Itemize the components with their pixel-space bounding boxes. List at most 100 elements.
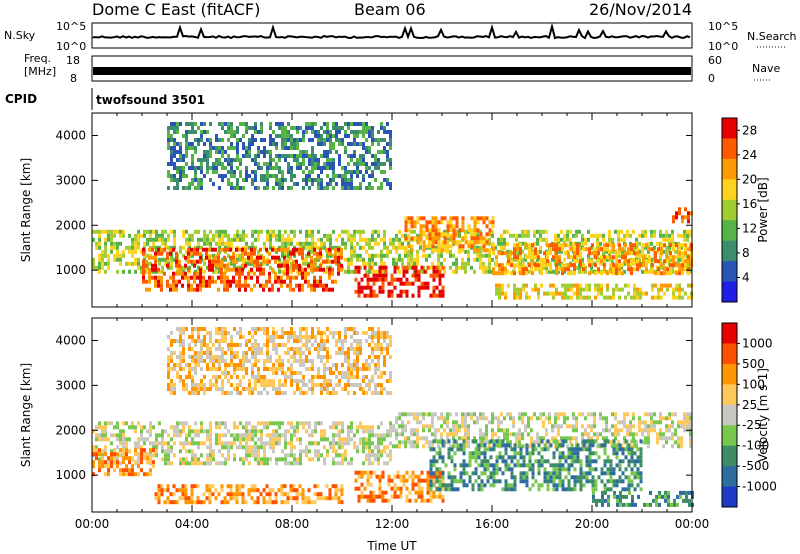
heatmap-cell — [145, 263, 148, 268]
heatmap-cell — [675, 255, 678, 260]
heatmap-cell — [311, 233, 314, 238]
heatmap-cell — [495, 467, 499, 472]
heatmap-cell — [146, 456, 149, 461]
heatmap-cell — [305, 154, 308, 158]
heatmap-cell — [158, 257, 161, 262]
heatmap-cell — [476, 416, 479, 421]
heatmap-cell — [498, 263, 501, 268]
heatmap-cell — [383, 126, 386, 130]
heatmap-cell — [372, 498, 376, 503]
heatmap-cell — [263, 245, 266, 250]
heatmap-cell — [167, 170, 170, 174]
heatmap-cell — [456, 479, 460, 484]
heatmap-cell — [432, 490, 436, 495]
heatmap-cell — [223, 247, 226, 252]
heatmap-cell — [614, 428, 617, 433]
heatmap-cell — [399, 474, 403, 479]
heatmap-cell — [338, 421, 341, 426]
heatmap-cell — [366, 293, 370, 298]
heatmap-cell — [564, 251, 567, 256]
heatmap-cell — [660, 251, 663, 256]
heatmap-cell — [491, 432, 494, 437]
heatmap-cell — [531, 255, 534, 260]
heatmap-cell — [623, 420, 626, 425]
heatmap-cell — [477, 455, 481, 460]
heatmap-cell — [422, 436, 425, 441]
heatmap-cell — [489, 455, 493, 460]
heatmap-cell — [362, 134, 365, 138]
heatmap-cell — [474, 447, 478, 452]
heatmap-cell — [504, 447, 508, 452]
heatmap-cell — [506, 432, 509, 437]
heatmap-cell — [618, 247, 621, 252]
heatmap-cell — [323, 457, 326, 462]
heatmap-cell — [605, 436, 608, 441]
heatmap-cell — [551, 269, 554, 274]
heatmap-cell — [540, 439, 544, 444]
heatmap-cell — [626, 229, 629, 234]
heatmap-cell — [143, 229, 146, 234]
heatmap-cell — [316, 496, 320, 501]
heatmap-cell — [645, 263, 648, 268]
heatmap-cell — [515, 249, 518, 254]
heatmap-cell — [636, 295, 639, 300]
heatmap-cell — [447, 483, 451, 488]
heatmap-cell — [482, 236, 486, 241]
heatmap-cell — [151, 267, 154, 272]
heatmap-cell — [531, 471, 535, 476]
heatmap-cell — [659, 420, 662, 425]
heatmap-cell — [307, 251, 310, 256]
heatmap-cell — [329, 134, 332, 138]
heatmap-cell — [438, 293, 442, 298]
heatmap-cell — [501, 271, 504, 276]
heatmap-cell — [332, 122, 335, 126]
heatmap-cell — [338, 441, 341, 446]
heatmap-cell — [290, 241, 293, 246]
heatmap-cell — [491, 416, 494, 421]
heatmap-cell — [495, 455, 499, 460]
heatmap-cell — [413, 220, 417, 225]
heatmap-cell — [206, 241, 209, 246]
heatmap-cell — [371, 170, 374, 174]
heatmap-cell — [248, 154, 251, 158]
heatmap-cell — [569, 424, 572, 429]
heatmap-cell — [331, 496, 335, 501]
heatmap-cell — [654, 255, 657, 260]
heatmap-cell — [513, 463, 517, 468]
heatmap-cell — [140, 468, 143, 473]
heatmap-cell — [284, 433, 287, 438]
heatmap-cell — [381, 265, 385, 270]
heatmap-cell — [167, 457, 170, 462]
heatmap-cell — [290, 425, 293, 430]
heatmap-cell — [194, 146, 197, 150]
heatmap-cell — [250, 496, 254, 501]
heatmap-cell — [208, 275, 211, 280]
heatmap-cell — [672, 259, 675, 264]
heatmap-cell — [455, 261, 458, 266]
heatmap-cell — [194, 457, 197, 462]
heatmap-cell — [369, 285, 373, 290]
heatmap-cell — [482, 432, 485, 437]
heatmap-cell — [292, 263, 295, 268]
heatmap-cell — [277, 279, 280, 284]
heatmap-cell — [528, 247, 531, 252]
heatmap-cell — [630, 243, 633, 248]
heatmap-cell — [323, 130, 326, 134]
heatmap-cell — [286, 500, 290, 505]
heatmap-cell — [608, 257, 611, 262]
heatmap-cell — [428, 244, 432, 249]
heatmap-cell — [617, 420, 620, 425]
heatmap-cell — [188, 269, 191, 274]
heatmap-cell — [629, 432, 632, 437]
heatmap-cell — [278, 257, 281, 262]
heatmap-cell — [188, 130, 191, 134]
heatmap-cell — [572, 241, 575, 246]
heatmap-cell — [317, 441, 320, 446]
heatmap-cell — [366, 474, 370, 479]
heatmap-cell — [295, 275, 298, 280]
heatmap-cell — [254, 186, 257, 190]
heatmap-cell — [254, 445, 257, 450]
heatmap-cell — [101, 449, 104, 454]
heatmap-cell — [380, 182, 383, 186]
heatmap-cell — [581, 233, 584, 238]
